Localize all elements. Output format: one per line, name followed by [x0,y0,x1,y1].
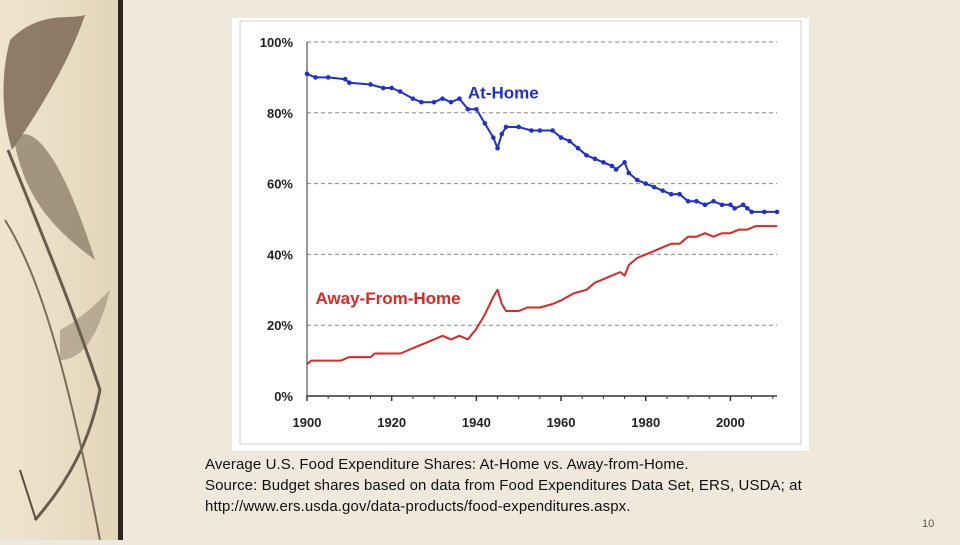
y-tick-label: 60% [267,177,293,192]
at-home-point [368,82,373,87]
panel-divider [118,0,123,540]
at-home-point [728,202,733,208]
at-home-point [558,135,564,140]
at-home-point [537,128,543,133]
y-tick-label: 40% [267,247,293,262]
at-home-label: At-Home [468,84,539,103]
at-home-point [732,206,737,211]
at-home-line [306,72,777,213]
at-home-point [380,85,386,91]
at-home-point [711,199,716,204]
at-home-point [491,135,496,140]
page-number: 10 [922,518,935,530]
at-home-point [440,96,445,101]
at-home-point [694,199,699,204]
at-home-point [609,163,615,169]
at-home-point [529,128,534,133]
at-home-point [313,75,318,80]
at-home-point [745,206,750,211]
at-home-point [613,167,619,172]
at-home-point [719,202,725,208]
at-home-point [516,124,522,130]
at-home-point [457,96,462,101]
at-home-point [575,145,581,151]
y-tick-label: 80% [267,106,293,121]
at-home-point [567,138,572,144]
chart-border [239,20,802,445]
at-home-point [325,75,331,80]
at-home-point [643,181,649,186]
chart-frame: 0% 20% 40% 60% 80% 100% 1900 1920 1940 1960 1980 20… [232,18,809,451]
x-tick-label: 2000 [716,415,745,430]
at-home-point [761,209,767,215]
at-home-point [740,202,746,208]
at-home-point [634,177,640,183]
y-tick-label: 20% [267,318,293,333]
at-home-point [465,106,471,112]
at-home-point [495,145,500,151]
food-expenditure-chart: 0% 20% 40% 60% 80% 100% 1900 1920 1940 1960 1980 20… [239,20,802,445]
at-home-point [622,160,627,165]
at-home-point [342,76,348,82]
at-home-point [499,131,505,137]
at-home-point [584,152,589,158]
at-home-point [626,170,632,176]
at-home-point [774,209,780,215]
away-from-home-label: Away-From-Home [315,289,460,308]
at-home-point [668,191,674,197]
at-home-point [397,89,403,94]
at-home-point [503,124,509,130]
decorative-panel [0,0,118,541]
caption-url: http://www.ers.usda.gov/data-products/fo… [205,498,631,515]
y-tick-label: 0% [274,389,293,404]
x-tick-label: 1900 [293,415,322,430]
x-tick-label: 1960 [547,415,576,430]
at-home-point [685,199,691,204]
at-home-point [389,85,394,91]
at-home-point [448,99,454,105]
at-home-point [550,128,555,133]
at-home-point [601,160,606,165]
at-home-point [431,99,437,105]
at-home-point [592,156,598,162]
at-home-point [651,184,657,190]
away-from-home-line [306,225,777,365]
x-tick-label: 1940 [462,415,491,430]
at-home-point [419,99,424,105]
at-home-point [482,121,488,126]
y-tick-label: 100% [260,35,294,50]
at-home-point [660,188,665,193]
at-home-point [304,71,310,77]
at-home-point [749,209,754,215]
at-home-point [677,191,682,197]
at-home-point [410,96,416,101]
at-home-point [347,80,352,86]
caption-source: Source: Budget shares based on data from… [205,477,802,494]
dried-leaves-illustration [3,15,110,541]
at-home-point [474,106,479,112]
at-home-point [702,202,708,208]
caption-title: Average U.S. Food Expenditure Shares: At… [205,456,689,473]
x-tick-label: 1920 [377,415,406,430]
x-tick-label: 1980 [631,415,660,430]
